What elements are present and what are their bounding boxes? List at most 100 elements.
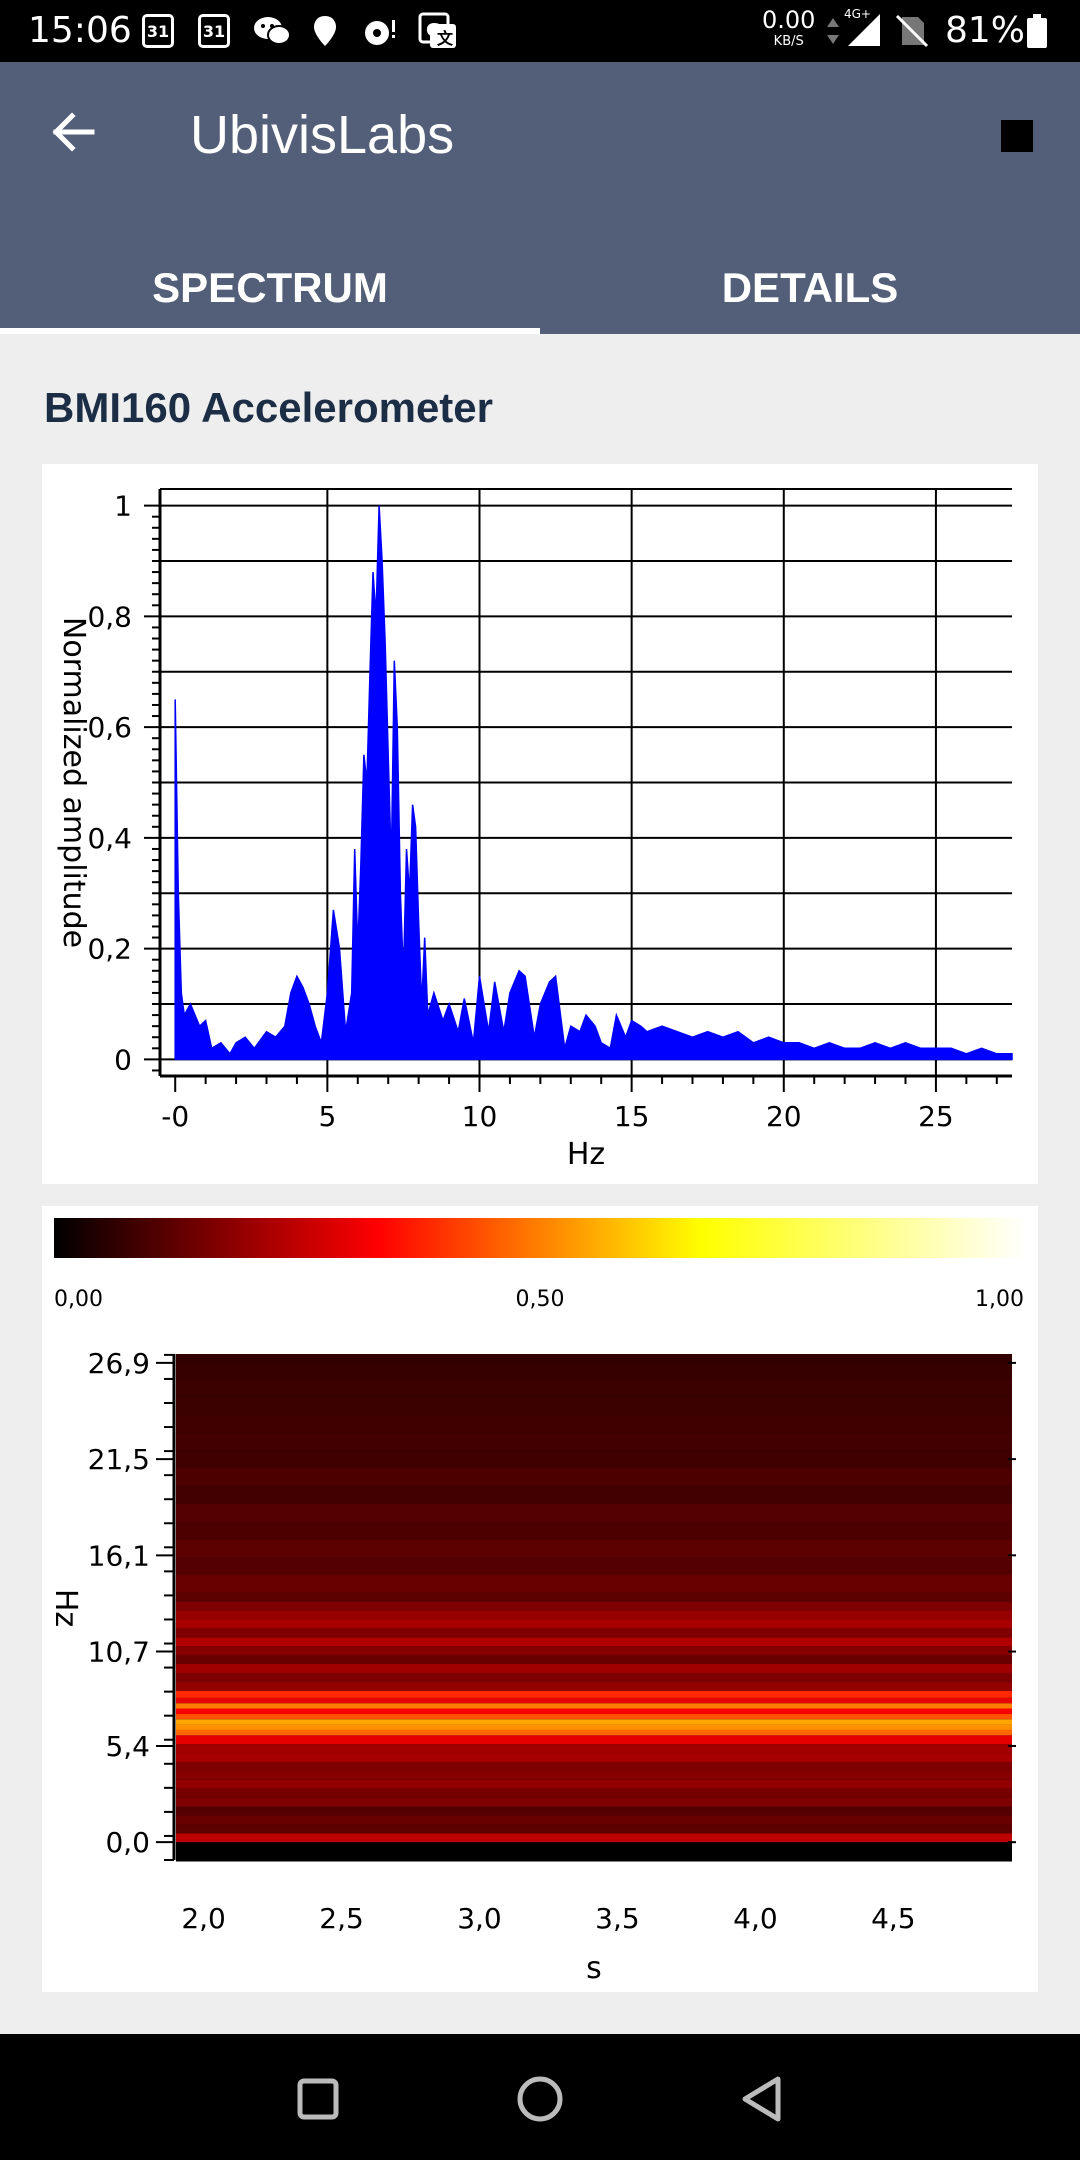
calendar-icon: 31 <box>142 12 174 50</box>
y-tick-label: 0,2 <box>87 933 132 966</box>
x-tick-label: 2,5 <box>319 1902 364 1935</box>
heatmap-band <box>176 1713 1012 1720</box>
battery-icon <box>1027 14 1047 48</box>
tab-indicator <box>0 328 540 334</box>
heatmap-band <box>176 1762 1012 1771</box>
svg-text:G: G <box>426 20 441 41</box>
heatmap-band <box>176 1503 1012 1522</box>
heatmap-band <box>176 1468 1012 1486</box>
colorbar <box>54 1218 1026 1258</box>
x-tick-label: 25 <box>918 1100 954 1133</box>
svg-text:4G+: 4G+ <box>844 7 871 21</box>
y-tick-label: 0 <box>114 1043 132 1076</box>
x-tick-label: -0 <box>161 1100 189 1133</box>
heatmap-band <box>176 1610 1012 1620</box>
heatmap-band <box>176 1788 1012 1798</box>
home-circle-icon[interactable] <box>505 2064 575 2134</box>
heatmap-band <box>176 1672 1012 1682</box>
heatmap-band <box>176 1521 1012 1540</box>
spectrum-chart[interactable]: 0 0,2 0,4 0,6 0,8 1 -0 5 10 15 20 25 Hz Normalized am… <box>42 464 1038 1184</box>
heatmap-band <box>176 1719 1012 1725</box>
y-axis-title: Normalized amplitude <box>56 617 91 948</box>
heatmap-band <box>176 1557 1012 1575</box>
spectrum-series-area <box>174 505 1013 1061</box>
y-tick-label: 0,4 <box>87 822 132 855</box>
heatmap-band <box>176 1354 1012 1362</box>
x-axis-title: Hz <box>567 1137 605 1172</box>
heatmap-band <box>176 1744 1012 1754</box>
x-tick-label: 4,0 <box>733 1902 778 1935</box>
heatmap-band <box>176 1815 1012 1825</box>
heatmap-band <box>176 1806 1012 1816</box>
heatmap-band <box>176 1753 1012 1763</box>
y-tick-label: 0,6 <box>87 711 132 744</box>
heatmap-band <box>176 1414 1012 1433</box>
wechat-icon <box>252 12 292 50</box>
heatmap-band <box>176 1485 1012 1504</box>
podcast-icon <box>360 12 400 50</box>
svg-text:文: 文 <box>437 29 454 48</box>
system-nav-bar <box>0 2034 1080 2160</box>
calendar-icon: 31 <box>198 12 230 50</box>
heatmap-band <box>176 1797 1012 1807</box>
arrow-back-icon[interactable] <box>48 106 100 158</box>
spectrum-chart-card: 0 0,2 0,4 0,6 0,8 1 -0 5 10 15 20 25 Hz Normalized am… <box>42 464 1038 1184</box>
app-title: UbivisLabs <box>190 105 455 165</box>
heatmap-band <box>176 1697 1012 1704</box>
y-tick-label: 26,9 <box>88 1347 150 1380</box>
back-triangle-icon[interactable] <box>728 2064 798 2134</box>
colorbar-tick-label: 1,00 <box>975 1287 1024 1312</box>
x-tick-label: 4,5 <box>871 1902 916 1935</box>
network-speed: 0.00 KB/S <box>762 6 816 49</box>
recents-square-icon[interactable] <box>283 2064 353 2134</box>
heatmap-band <box>176 1681 1012 1691</box>
heatmap-band <box>176 1703 1012 1709</box>
tab-spectrum[interactable]: SPECTRUM <box>152 264 388 311</box>
location-icon <box>312 12 338 50</box>
status-bar: 15:06 31 31 G 文 0.00 KB/S <box>0 0 1080 62</box>
heatmap-band <box>176 1833 1012 1843</box>
status-time: 15:06 <box>28 10 132 51</box>
y-tick-label: 0,8 <box>87 600 132 633</box>
heatmap-band <box>176 1735 1012 1745</box>
heatmap-band <box>176 1361 1012 1379</box>
heatmap-band <box>176 1574 1012 1593</box>
no-sim-icon <box>894 12 930 50</box>
heatmap-band <box>176 1690 1012 1698</box>
heatmap-band <box>176 1824 1012 1834</box>
heatmap-band <box>176 1655 1012 1665</box>
stop-icon[interactable] <box>1001 120 1033 152</box>
heatmap-band <box>176 1770 1012 1780</box>
y-axis-title: Hz <box>48 1589 83 1627</box>
x-tick-label: 3,0 <box>457 1902 502 1935</box>
x-tick-label: 3,5 <box>595 1902 640 1935</box>
heatmap-band <box>176 1601 1012 1611</box>
heatmap-band <box>176 1396 1012 1415</box>
data-arrows-icon <box>826 12 840 50</box>
heatmap-band <box>176 1619 1012 1629</box>
colorbar-tick-label: 0,00 <box>54 1287 103 1312</box>
heatmap-band <box>176 1664 1012 1673</box>
y-tick-label: 1 <box>114 490 132 523</box>
sensor-title: BMI160 Accelerometer <box>44 384 493 431</box>
y-tick-label: 21,5 <box>88 1443 150 1476</box>
x-tick-label: 2,0 <box>181 1902 226 1935</box>
battery-percent: 81% <box>945 10 1026 51</box>
heatmap-band <box>176 1539 1012 1558</box>
spectrogram-chart[interactable]: 0,00 0,50 1,00 26,9 21,5 16,1 10,7 5,4 0,0 2,0 2,5… <box>42 1206 1038 1992</box>
heatmap-band <box>176 1637 1012 1647</box>
heatmap-band <box>176 1450 1012 1469</box>
heatmap-band <box>176 1378 1012 1397</box>
colorbar-tick-label: 0,50 <box>516 1287 565 1312</box>
y-tick-label: 5,4 <box>105 1730 150 1763</box>
app-bar: UbivisLabs SPECTRUM DETAILS <box>0 62 1080 334</box>
x-tick-label: 20 <box>766 1100 802 1133</box>
y-tick-label: 0,0 <box>105 1826 150 1859</box>
heatmap-band <box>176 1724 1012 1730</box>
signal-icon: 4G+ <box>842 7 882 46</box>
tab-details[interactable]: DETAILS <box>721 264 899 311</box>
y-tick-label: 16,1 <box>88 1539 150 1572</box>
heatmap-band <box>176 1779 1012 1789</box>
translate-icon: G 文 <box>418 12 458 50</box>
heatmap-band <box>176 1628 1012 1638</box>
